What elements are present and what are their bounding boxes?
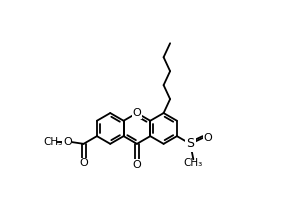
Text: CH₃: CH₃	[43, 136, 62, 146]
Text: CH₃: CH₃	[184, 158, 203, 168]
Text: O: O	[204, 133, 212, 143]
Text: O: O	[63, 136, 72, 146]
Text: O: O	[133, 160, 141, 170]
Text: O: O	[133, 108, 141, 118]
Text: O: O	[79, 158, 88, 168]
Text: S: S	[186, 137, 194, 150]
